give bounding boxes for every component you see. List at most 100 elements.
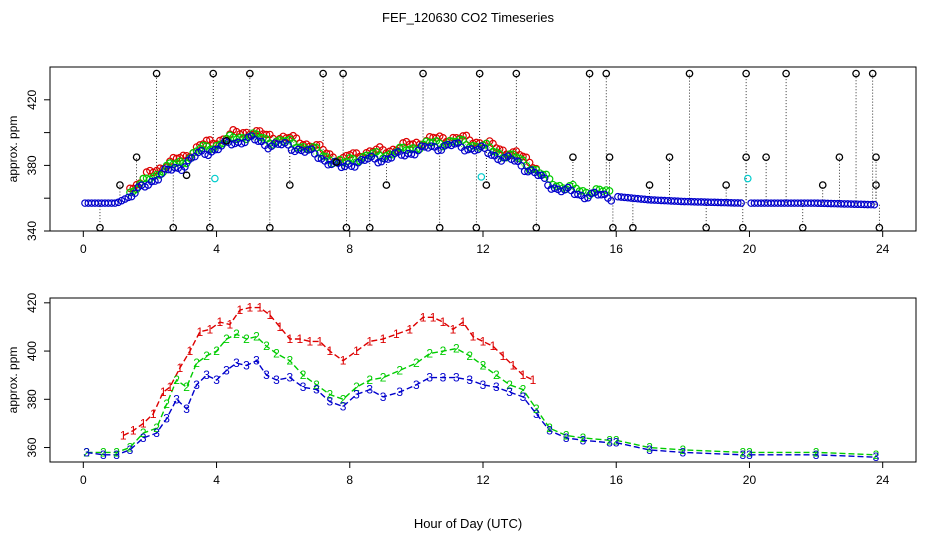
series-s3-point [374,158,382,167]
top-x-tick-label: 8 [346,242,353,256]
series-s1-marker: 1 [530,373,537,387]
bottom-x-tick-label: 16 [610,473,624,487]
top-y-tick-label: 380 [25,155,39,175]
series-s2-marker: 2 [426,346,433,360]
series-s1-marker: 1 [326,344,333,358]
series-s3-point [384,155,392,163]
series-s1-marker: 1 [500,349,507,363]
series-s3-point [540,174,549,182]
outlier-point [132,153,141,162]
series-s2-marker: 2 [113,445,120,459]
series-s3-point [480,144,489,152]
series-s2-marker: 2 [480,359,487,373]
top-x-tick-label: 4 [213,242,220,256]
series-s2-marker: 2 [380,371,387,385]
series-s1-marker: 1 [256,301,263,315]
series-s3-point [517,161,526,170]
series-s2-marker: 2 [183,380,190,394]
series-s2-point [425,138,434,147]
series-s2-marker: 2 [300,368,307,382]
outlier-point [285,181,294,189]
bottom-series-lines [86,306,877,458]
series-s1-marker: 1 [276,320,283,334]
series-s3-marker: 3 [286,371,293,385]
series-s3-marker: 3 [173,392,180,406]
outlier-point [472,223,481,232]
series-s1-marker: 1 [177,361,184,375]
series-s1-marker: 1 [120,428,127,442]
series-s3-point [737,199,745,207]
series-s2-marker: 2 [366,373,373,387]
series-s3-marker: 3 [223,363,230,377]
series-s2-marker: 2 [313,378,320,392]
outlier-point [532,223,541,232]
series-s3-marker: 3 [396,385,403,399]
series-s2-marker: 2 [396,363,403,377]
cyan-point [743,174,752,183]
series-s1-marker: 1 [167,380,174,394]
series-s3-point [534,171,542,180]
top-x-tick-label: 20 [743,242,757,256]
series-s3-point [390,149,399,158]
series-s3-marker: 3 [313,383,320,397]
outlier-point [482,181,491,189]
series-s2-marker: 2 [203,349,210,363]
series-s2-marker: 2 [520,383,527,397]
series-s3-point [580,194,589,203]
outlier-point [182,171,191,180]
bottom-y-tick-label: 420 [25,292,39,312]
series-s3-point [111,199,119,207]
series-s3-marker: 3 [506,385,513,399]
series-s2-marker: 2 [613,433,620,447]
cyan-point [477,173,486,181]
series-s1-marker: 1 [490,339,497,353]
series-s1-marker: 1 [140,416,147,430]
series-s3-marker: 3 [213,373,220,387]
outlier-point [569,153,577,162]
series-s2-point [212,141,221,150]
outlier-point [222,136,231,145]
top-scatter-panel: approx. ppm 0 4 8 12 16 20 24 340 380 420 [6,66,917,256]
series-s1-marker: 1 [296,332,303,346]
series-s2-marker: 2 [739,445,746,459]
series-s3-point [131,189,139,198]
series-s2-point [199,141,208,150]
series-s3-marker: 3 [480,378,487,392]
outlier-point [742,153,750,162]
series-s3-point [171,163,179,172]
series-s3-point [254,137,262,145]
series-s2-marker: 2 [233,327,240,341]
series-s1-marker: 1 [460,315,467,329]
series-s3-marker: 3 [163,412,170,426]
top-x-tick-label: 12 [476,242,490,256]
series-s3-point [510,157,519,165]
series-s1-marker: 1 [217,315,224,329]
series-s1-marker: 1 [380,332,387,346]
outlier-point [738,223,747,232]
series-s3-point [550,184,559,193]
outlier-point [332,158,341,166]
series-s3-point [201,150,209,158]
series-s1-marker: 1 [340,354,347,368]
series-s2-marker: 2 [140,426,147,440]
series-s2-marker: 2 [746,445,753,459]
series-s3-marker: 3 [453,371,460,385]
top-x-tick-label: 0 [80,242,87,256]
series-s2-marker: 2 [153,421,160,435]
series-s1-marker: 1 [406,322,413,336]
outlier-point [798,223,807,232]
series-s2-line [86,333,877,456]
series-s3-point [164,165,173,174]
series-s3-point [324,160,332,169]
series-s3-point [734,199,742,207]
series-s2-marker: 2 [606,433,613,447]
series-s3-point [227,140,236,149]
series-s3-marker: 3 [127,443,134,457]
series-s2-point [605,187,614,195]
series-s3-point [304,146,312,154]
series-s1-marker: 1 [237,303,244,317]
outlier-point [762,153,770,162]
series-s3-marker: 3 [263,368,270,382]
